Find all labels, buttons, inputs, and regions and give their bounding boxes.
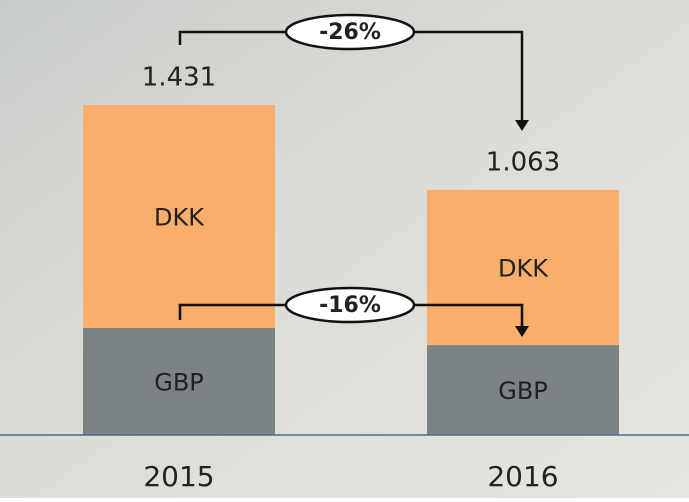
x-tick-label: 2015 (143, 460, 214, 493)
segment-label: DKK (154, 203, 205, 231)
chart: GBP DKK GBP DKK -26% -16% 1.431 2015 1.063 201… (0, 0, 689, 498)
total-label: 1.431 (142, 63, 216, 93)
segment-label: GBP (498, 377, 548, 405)
annotation: -16% (319, 293, 381, 318)
total-label: 1.063 (486, 147, 560, 177)
page: GBP DKK GBP DKK -26% -16% 1.431 2015 1.063 201… (0, 0, 689, 502)
x-tick-label: 2016 (487, 460, 558, 493)
segment-label: DKK (498, 254, 549, 282)
annotation: -26% (319, 20, 381, 45)
segment-label: GBP (154, 368, 204, 396)
